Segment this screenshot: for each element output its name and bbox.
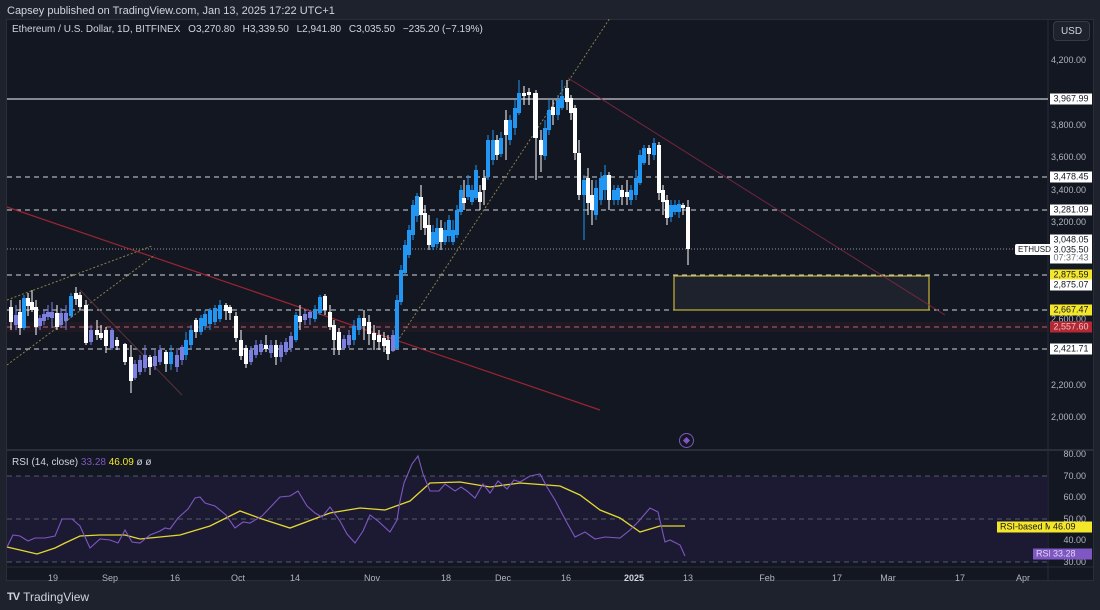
ohlc-low: L2,941.80	[296, 24, 342, 35]
time-tick: Feb	[759, 573, 775, 583]
price-tag-3281: 3,281.09	[1050, 204, 1092, 216]
price-tag-3967: 3,967.99	[1050, 93, 1092, 105]
uptrend-line[interactable]	[394, 17, 611, 346]
price-tick: 3,400.00	[1050, 185, 1086, 195]
currency-button[interactable]: USD	[1053, 21, 1090, 41]
time-tick: 17	[831, 573, 843, 583]
price-tag-3478: 3,478.45	[1050, 171, 1092, 183]
price-tick: 2,600.00	[1050, 314, 1086, 324]
symbol-tag: ETHUSD	[1015, 244, 1054, 255]
time-tick: Sep	[101, 573, 119, 583]
price-tick: 4,200.00	[1050, 55, 1086, 65]
rsi-legend[interactable]: RSI (14, close) 33.28 46.09 ø ø	[12, 457, 152, 468]
time-tick: Oct	[230, 573, 246, 583]
time-tick: Nov	[363, 573, 381, 583]
ohlc-high: H3,339.50	[242, 24, 289, 35]
price-tick: 2,200.00	[1050, 380, 1086, 390]
rsi-ma-line	[6, 481, 685, 555]
rsi-ma-value: 46.09	[108, 457, 134, 468]
downtrend-line[interactable]	[6, 206, 601, 411]
price-tag-last: 3,035.50	[1050, 244, 1092, 256]
time-tick-year: 2025	[623, 573, 645, 583]
rsi-tick: 60.00	[1063, 492, 1086, 502]
price-tick: 2,000.00	[1050, 412, 1086, 422]
time-tick: 16	[169, 573, 181, 583]
footer-brand: TV TradingView	[7, 590, 89, 604]
rsi-tick: 50.00	[1063, 514, 1086, 524]
price-tag-2875-07: 2,875.07	[1050, 279, 1092, 291]
bar-countdown: 07:37:43	[1050, 252, 1092, 264]
symbol-legend: Ethereum / U.S. Dollar, 1D, BITFINEX O3,…	[12, 24, 488, 35]
rsi-title: RSI (14, close)	[12, 457, 79, 468]
time-tick: 14	[289, 573, 301, 583]
time-tick: 18	[440, 573, 452, 583]
price-tick: 3,600.00	[1050, 152, 1086, 162]
publisher-caption: Capsey published on TradingView.com, Jan…	[7, 5, 335, 17]
rsi-value: 33.28	[80, 457, 106, 468]
price-tag-2557: 2,557.60	[1050, 321, 1092, 333]
rsi-line	[6, 454, 686, 557]
channel-upper-line[interactable]	[6, 245, 153, 301]
rsi-ma-tag-value: 46.09	[1050, 521, 1092, 533]
price-tick: 3,200.00	[1050, 217, 1086, 227]
brand-name: TradingView	[23, 590, 90, 604]
rsi-ma-tag-label: RSI-based MA	[997, 521, 1062, 533]
ohlc-change: −235.20 (−7.19%)	[402, 24, 483, 35]
symbol-name[interactable]: Ethereum / U.S. Dollar, 1D, BITFINEX	[12, 24, 181, 35]
ohlc-open: O3,270.80	[188, 24, 235, 35]
descending-resistance-line[interactable]	[567, 77, 946, 316]
ohlc-close: C3,035.50	[348, 24, 396, 35]
price-tag-2667: 2,667.47	[1050, 304, 1092, 316]
price-tag-2421: 2,421.71	[1050, 343, 1092, 355]
rsi-tick: 80.00	[1063, 449, 1086, 459]
price-tag-3048: 3,048.05	[1050, 234, 1092, 246]
time-tick: Apr	[1015, 573, 1031, 583]
time-tick: 13	[682, 573, 694, 583]
rsi-tick: 70.00	[1063, 471, 1086, 481]
price-tick: 3,800.00	[1050, 120, 1086, 130]
rsi-tag-label: RSI	[1033, 548, 1055, 560]
tradingview-logo-icon: TV	[7, 591, 20, 603]
target-icon[interactable]	[679, 433, 694, 448]
time-tick: 17	[954, 573, 966, 583]
rsi-tick: 40.00	[1063, 535, 1086, 545]
candles	[9, 80, 690, 393]
rsi-tick: 30.00	[1063, 557, 1086, 567]
time-tick: 19	[47, 573, 59, 583]
time-tick: Mar	[880, 573, 896, 583]
time-tick: Dec	[494, 573, 512, 583]
rsi-extra: ø ø	[136, 457, 152, 468]
time-tick: 16	[560, 573, 572, 583]
price-tag-2875-59: 2,875.59	[1050, 269, 1092, 281]
rsi-tag-value: 33.28	[1050, 548, 1092, 560]
target-zone-box[interactable]	[673, 275, 930, 311]
channel-lower-line[interactable]	[6, 254, 156, 366]
